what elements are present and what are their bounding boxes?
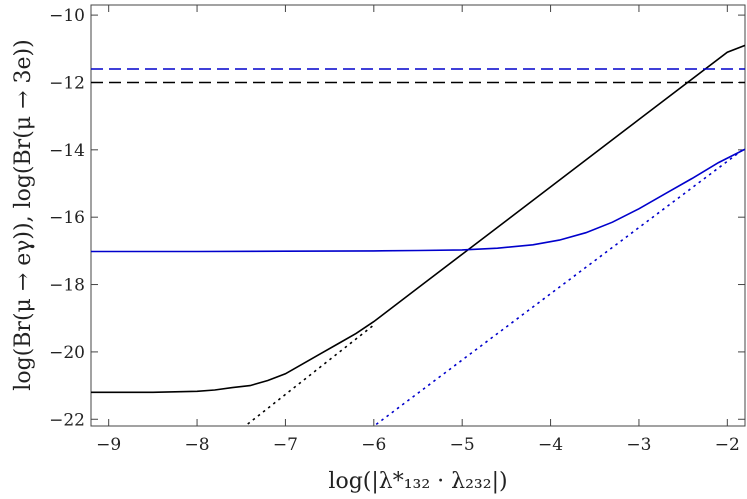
y-axis-label: log(Br(μ → eγ)), log(Br(μ → 3e)) xyxy=(11,39,36,390)
x-tick-label: −6 xyxy=(361,435,386,455)
series-group xyxy=(91,44,745,426)
x-axis-label: log(|λ*₁₃₂ · λ₂₃₂|) xyxy=(328,469,507,494)
y-tick-label: −22 xyxy=(49,410,85,430)
x-tick-label: −9 xyxy=(96,435,121,455)
x-tick-label: −7 xyxy=(273,435,298,455)
y-tick-label: −16 xyxy=(49,208,85,228)
x-tick-label: −3 xyxy=(626,435,651,455)
x-tick-label: −8 xyxy=(185,435,210,455)
ticks: −9 −8 −7 −6 −5 −4 −3 −2 −10 −12 −14 −16 −18 −20 −22 xyxy=(49,5,745,455)
y-tick-label: −18 xyxy=(49,276,85,296)
y-tick-label: −14 xyxy=(49,141,85,161)
plot-frame xyxy=(90,4,746,427)
x-tick-label: −2 xyxy=(715,435,740,455)
x-tick-label: −4 xyxy=(538,435,563,455)
x-tick-label: −5 xyxy=(450,435,475,455)
series-line-4-dotted xyxy=(372,147,745,426)
series-line-3-solid xyxy=(91,148,745,253)
series-line-1-solid xyxy=(91,44,745,394)
y-tick-label: −20 xyxy=(49,343,85,363)
y-tick-label: −12 xyxy=(49,73,85,93)
series-line-2-dotted xyxy=(243,324,375,426)
y-tick-label: −10 xyxy=(49,6,85,26)
